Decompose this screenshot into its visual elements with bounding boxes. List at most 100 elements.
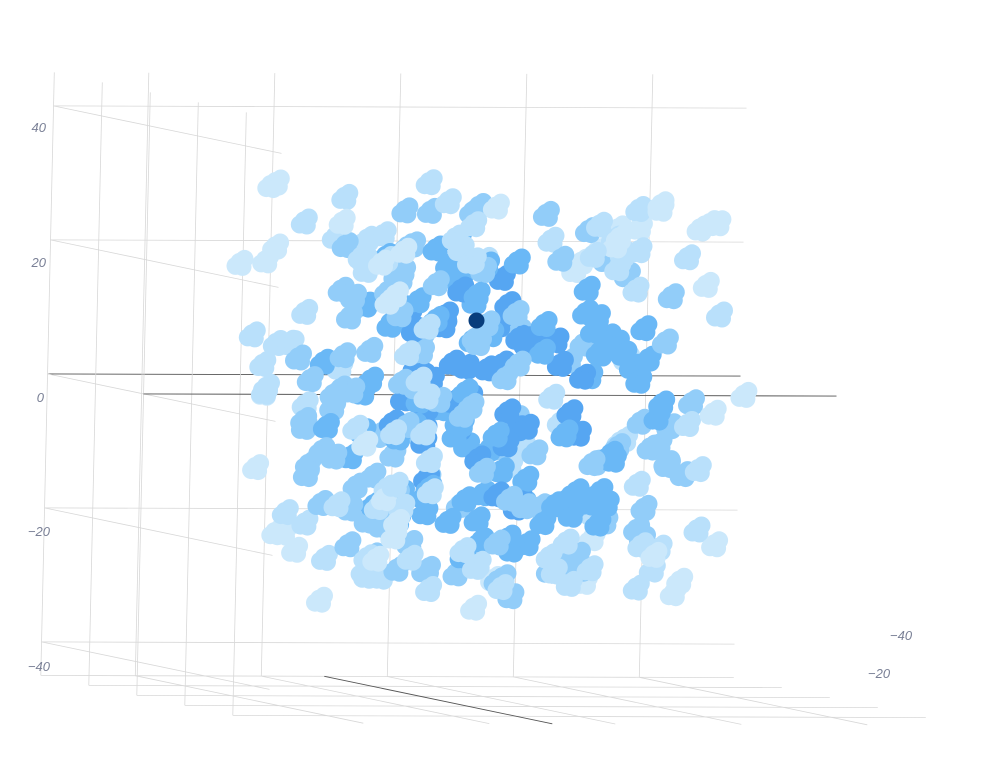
scatter-point[interactable] bbox=[415, 447, 443, 473]
scatter-point[interactable] bbox=[262, 233, 290, 260]
scatter-point[interactable] bbox=[597, 440, 624, 467]
scatter-point[interactable] bbox=[448, 401, 476, 428]
scatter-point[interactable] bbox=[277, 330, 305, 357]
scatter-point[interactable] bbox=[683, 516, 711, 543]
scatter-point[interactable] bbox=[550, 421, 578, 448]
scatter-point[interactable] bbox=[625, 367, 653, 394]
scatter-point[interactable] bbox=[374, 288, 402, 315]
scatter-point[interactable] bbox=[610, 340, 638, 367]
scatter-point[interactable] bbox=[678, 389, 705, 416]
scatter-point[interactable] bbox=[487, 574, 515, 601]
scatter-point[interactable] bbox=[496, 485, 523, 512]
scatter-point[interactable] bbox=[340, 283, 367, 310]
scatter-point[interactable] bbox=[647, 195, 675, 222]
scatter-point[interactable] bbox=[242, 454, 270, 481]
scatter-point[interactable] bbox=[699, 399, 727, 426]
scatter-point[interactable] bbox=[323, 491, 351, 518]
scatter-point[interactable] bbox=[604, 255, 632, 282]
scatter-point[interactable] bbox=[572, 299, 600, 326]
scatter-point[interactable] bbox=[356, 336, 384, 363]
scatter-point[interactable] bbox=[556, 399, 584, 426]
scatter-point[interactable] bbox=[640, 541, 668, 568]
scatter-point[interactable] bbox=[701, 531, 729, 558]
scatter-point[interactable] bbox=[529, 509, 557, 536]
scatter-point[interactable] bbox=[578, 450, 606, 477]
scatter-point[interactable] bbox=[306, 586, 333, 613]
scatter-point[interactable] bbox=[460, 211, 488, 238]
scatter-point[interactable] bbox=[338, 377, 366, 404]
scatter-point[interactable] bbox=[569, 363, 597, 390]
scatter-point[interactable] bbox=[253, 373, 280, 400]
scatter-point[interactable] bbox=[381, 471, 409, 498]
scatter-point[interactable] bbox=[528, 338, 556, 365]
scatter-point[interactable] bbox=[502, 300, 530, 326]
scatter-point[interactable] bbox=[328, 208, 356, 235]
scatter-point[interactable] bbox=[463, 281, 491, 308]
scatter-point[interactable] bbox=[580, 317, 607, 344]
scatter-point[interactable] bbox=[415, 169, 443, 196]
scatter-point[interactable] bbox=[684, 456, 712, 483]
scatter-point[interactable] bbox=[645, 430, 673, 457]
scatter-point[interactable] bbox=[380, 419, 408, 446]
scatter-point[interactable] bbox=[434, 188, 462, 215]
scatter-point[interactable] bbox=[625, 214, 653, 241]
scatter-point[interactable] bbox=[238, 321, 266, 348]
scatter-point[interactable] bbox=[351, 430, 379, 457]
scatter-point[interactable] bbox=[405, 366, 433, 393]
scatter-point[interactable] bbox=[410, 419, 438, 446]
scatter-point[interactable] bbox=[505, 324, 533, 351]
scatter-point[interactable] bbox=[308, 437, 336, 464]
scatter-point[interactable] bbox=[537, 226, 565, 253]
scatter-point[interactable] bbox=[357, 366, 385, 393]
scatter-point[interactable] bbox=[468, 457, 496, 484]
scatter-point[interactable] bbox=[422, 270, 450, 297]
scatter-point[interactable] bbox=[461, 553, 489, 580]
scatter-point[interactable] bbox=[584, 510, 612, 537]
scatter-point[interactable] bbox=[730, 381, 758, 408]
scatter-point[interactable] bbox=[530, 311, 558, 337]
scatter-point[interactable] bbox=[257, 172, 285, 199]
scatter-point[interactable] bbox=[579, 241, 607, 268]
scatter-point[interactable] bbox=[312, 413, 340, 439]
scatter-point[interactable] bbox=[552, 528, 580, 555]
scatter-point[interactable] bbox=[434, 507, 462, 534]
scatter-point[interactable] bbox=[659, 580, 687, 607]
scatter-point[interactable] bbox=[331, 232, 359, 259]
scatter-point[interactable] bbox=[285, 344, 312, 371]
scatter-point[interactable] bbox=[413, 313, 441, 340]
scatter-point[interactable] bbox=[602, 232, 630, 259]
scatter-point[interactable] bbox=[674, 244, 701, 271]
scatter-point[interactable] bbox=[573, 275, 601, 302]
scatter-point[interactable] bbox=[249, 351, 277, 377]
scatter-point[interactable] bbox=[390, 237, 418, 264]
scatter-point[interactable] bbox=[331, 183, 359, 210]
scatter-point[interactable] bbox=[653, 450, 681, 477]
scatter-point[interactable] bbox=[362, 545, 390, 572]
scatter-point[interactable] bbox=[457, 248, 484, 275]
scatter-point[interactable] bbox=[538, 383, 566, 410]
scatter-point[interactable] bbox=[449, 537, 477, 564]
scatter-point[interactable] bbox=[311, 544, 338, 571]
scatter-point[interactable] bbox=[460, 594, 488, 621]
scatter-point[interactable] bbox=[334, 531, 362, 558]
scatter-point[interactable] bbox=[692, 271, 720, 298]
scatter-point[interactable] bbox=[380, 523, 408, 550]
scatter-point[interactable] bbox=[271, 499, 299, 526]
scatter-point[interactable] bbox=[391, 197, 419, 224]
scatter-point[interactable] bbox=[557, 482, 585, 509]
scatter-point[interactable] bbox=[503, 248, 531, 275]
scatter-point[interactable] bbox=[494, 398, 522, 425]
scatter-point[interactable] bbox=[704, 210, 732, 237]
scatter-point[interactable] bbox=[622, 574, 650, 601]
scatter-point[interactable] bbox=[415, 576, 443, 602]
highlighted-point[interactable] bbox=[468, 312, 485, 329]
scatter-point[interactable] bbox=[281, 536, 309, 563]
scatter-point[interactable] bbox=[651, 328, 679, 355]
scatter-point[interactable] bbox=[706, 301, 733, 328]
scatter-point[interactable] bbox=[438, 349, 466, 376]
scatter-point[interactable] bbox=[576, 555, 604, 582]
scatter-point[interactable] bbox=[329, 342, 357, 369]
scatter-point[interactable] bbox=[394, 340, 421, 367]
scatter-point[interactable] bbox=[657, 283, 685, 310]
scatter-point[interactable] bbox=[488, 264, 516, 291]
